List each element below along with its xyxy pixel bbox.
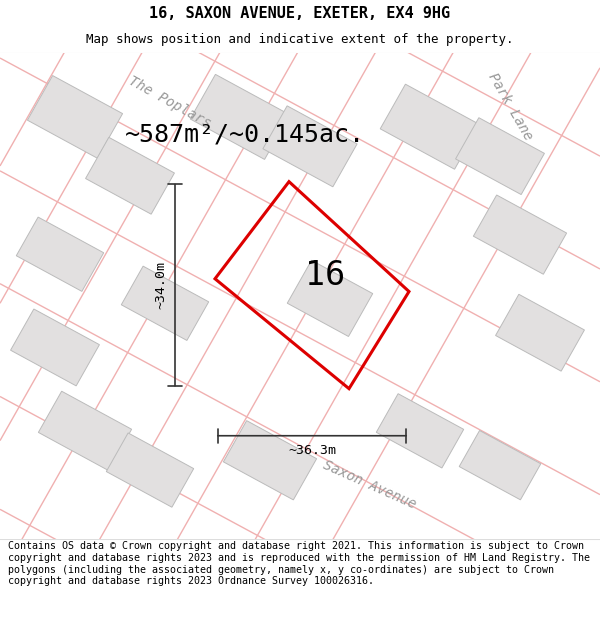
Polygon shape <box>38 391 131 471</box>
Polygon shape <box>459 431 541 500</box>
Polygon shape <box>121 266 209 341</box>
Text: Saxon Avenue: Saxon Avenue <box>321 458 419 512</box>
Text: Contains OS data © Crown copyright and database right 2021. This information is : Contains OS data © Crown copyright and d… <box>8 541 590 586</box>
Polygon shape <box>86 138 175 214</box>
Polygon shape <box>496 294 584 371</box>
Text: ~36.3m: ~36.3m <box>288 444 336 457</box>
Polygon shape <box>16 217 104 291</box>
Polygon shape <box>11 309 100 386</box>
Polygon shape <box>455 118 544 194</box>
Polygon shape <box>380 84 480 169</box>
Text: The Poplars: The Poplars <box>127 74 214 131</box>
Polygon shape <box>28 76 122 158</box>
Text: ~587m²/~0.145ac.: ~587m²/~0.145ac. <box>125 122 365 146</box>
Polygon shape <box>287 260 373 336</box>
Polygon shape <box>376 394 464 468</box>
Polygon shape <box>223 421 317 500</box>
Polygon shape <box>263 106 357 187</box>
Text: 16, SAXON AVENUE, EXETER, EX4 9HG: 16, SAXON AVENUE, EXETER, EX4 9HG <box>149 6 451 21</box>
Text: Map shows position and indicative extent of the property.: Map shows position and indicative extent… <box>86 33 514 46</box>
Text: ~34.0m: ~34.0m <box>154 261 167 309</box>
Polygon shape <box>106 433 194 508</box>
Text: 16: 16 <box>305 259 346 292</box>
Polygon shape <box>473 195 566 274</box>
Polygon shape <box>190 74 290 159</box>
Text: Park Lane: Park Lane <box>485 71 535 143</box>
